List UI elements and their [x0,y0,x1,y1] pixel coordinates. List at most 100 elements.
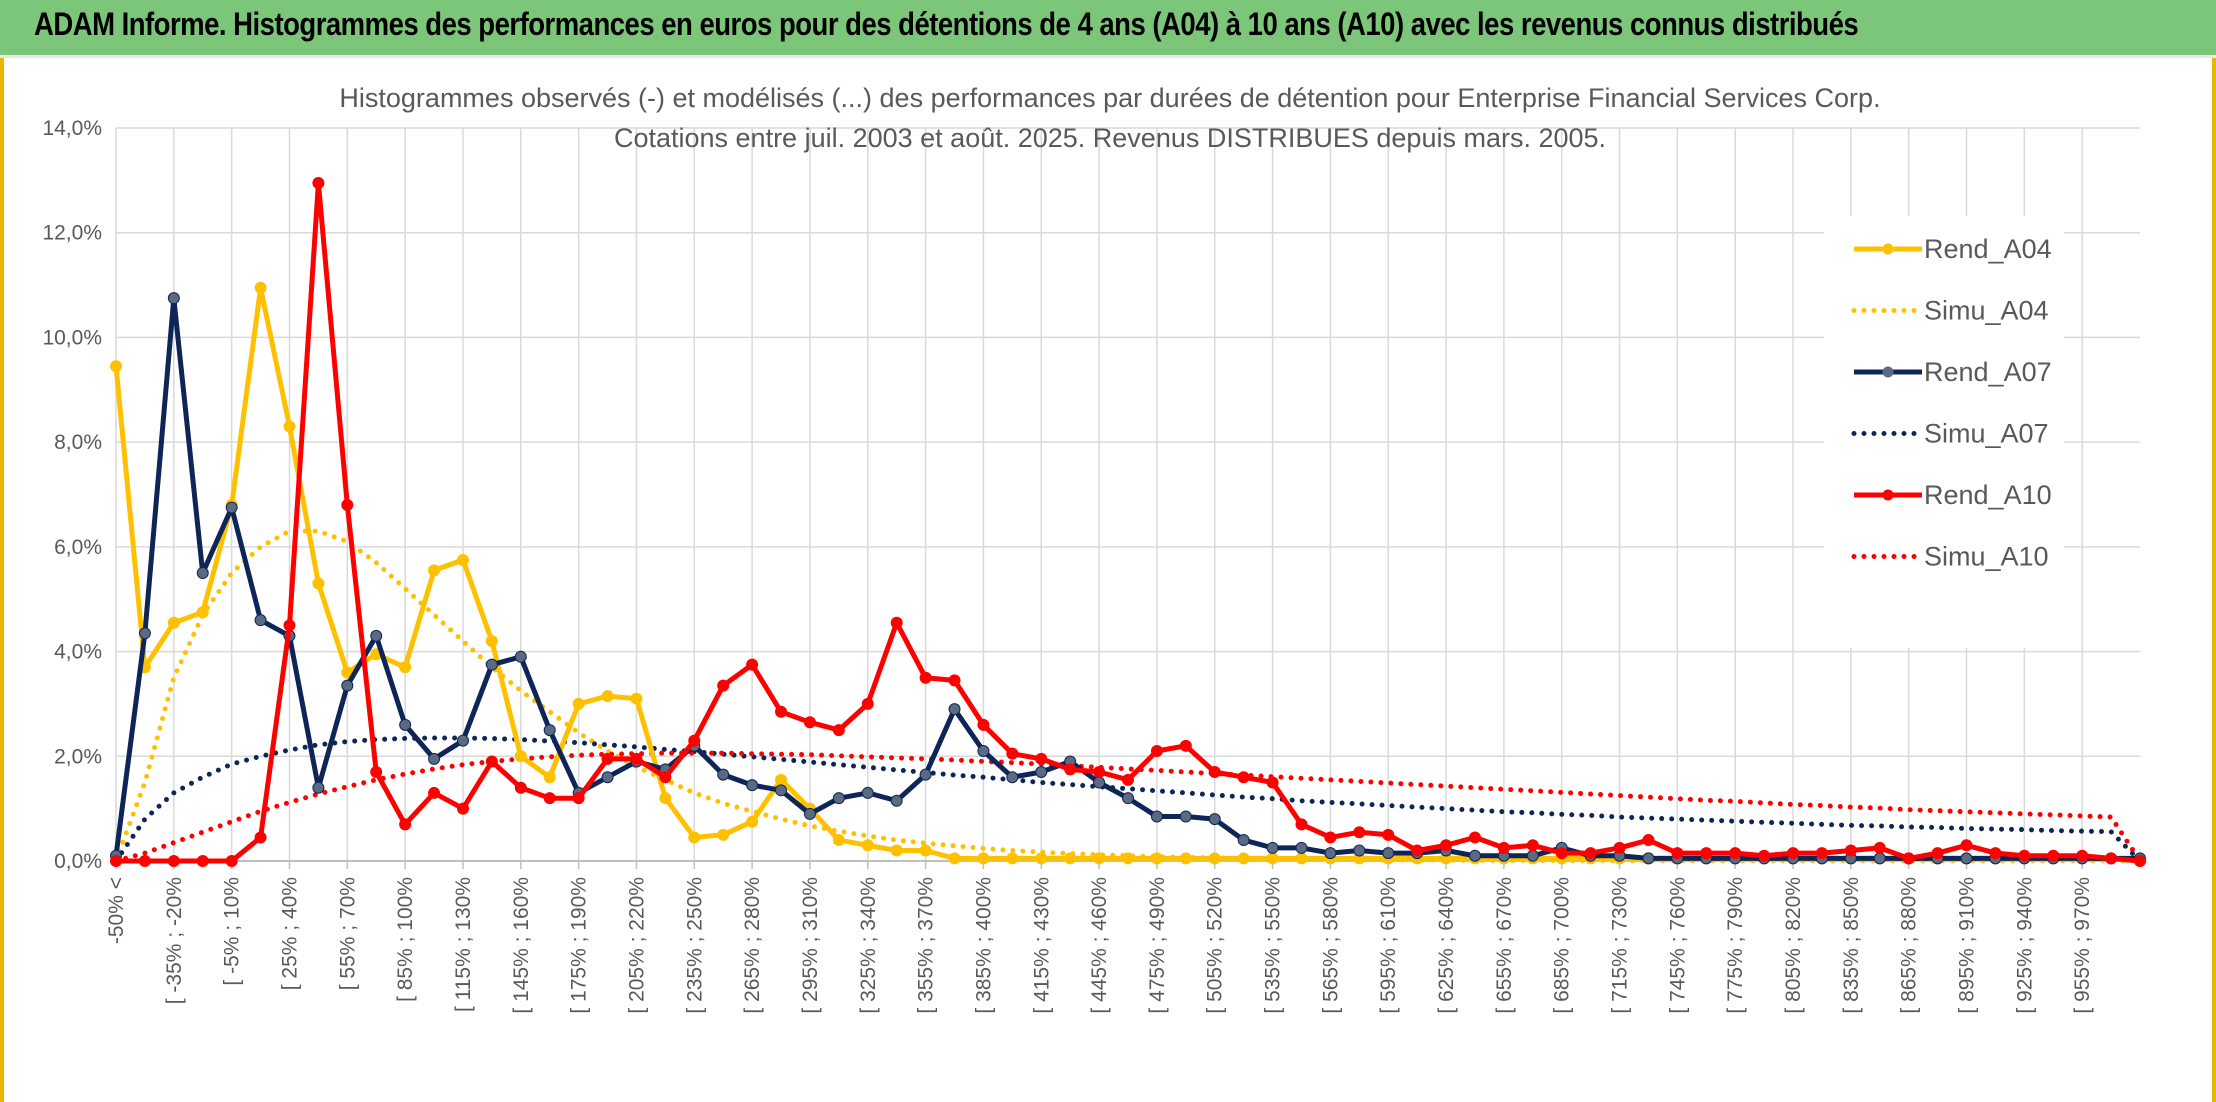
rend-a10-point [572,792,585,805]
x-tick-label: [ 925% ; 940% [2013,877,2036,1014]
rend-a07-point [977,745,990,758]
x-tick-label: [ 235% ; 250% [683,877,706,1014]
x-tick-label: [ 535% ; 550% [1262,877,1285,1014]
x-tick-label: [ 895% ; 910% [1956,877,1979,1014]
rend-a10-point [1353,826,1366,839]
rend-a04-point [428,564,441,577]
simu-a10-legend-label: Simu_A10 [1924,542,2049,572]
rend-a10-point [1584,847,1597,860]
rend-a04-point [659,792,672,805]
rend-a10-point [196,855,209,867]
rend-a07-point [514,650,527,663]
x-tick-label: [ 685% ; 700% [1551,877,1574,1014]
x-tick-label: [ 775% ; 790% [1724,877,1747,1014]
y-tick-label: 14,0% [42,117,102,140]
rend-a10-point [948,674,961,687]
rend-a07-point [803,807,816,820]
rend-a10-legend-label: Rend_A10 [1924,480,2052,510]
rend-a04-point [1237,852,1250,865]
rend-a10-point [1468,831,1481,844]
rend-a04-point [746,815,759,828]
rend-a10-point [1497,841,1510,854]
rend-a07-point [1382,847,1395,860]
rend-a04-point [861,839,874,852]
x-tick-label: [ 655% ; 670% [1493,877,1516,1014]
rend-a04-point [456,553,469,566]
rend-a10-point [601,752,614,765]
x-tick-label: [ 175% ; 190% [568,877,591,1014]
rend-a04-point [514,750,527,763]
rend-a10-point [1989,847,2002,860]
rend-a10-point [1613,841,1626,854]
chart-frame: Histogrammes observés (-) et modélisés (… [0,58,2216,1102]
rend-a10-point [1555,847,1568,860]
x-tick-label: [ 505% ; 520% [1204,877,1227,1014]
rend-a10-point [399,818,412,831]
y-tick-label: 2,0% [54,745,102,768]
rend-a10-point [312,176,325,189]
rend-a10-point [543,792,556,805]
rend-a10-point [110,855,122,867]
rend-a07-point [1035,765,1048,778]
rend-a10-point [1208,765,1221,778]
rend-a10-point [1787,847,1800,860]
rend-a10-point [1006,747,1019,760]
rend-a10-point [514,781,527,794]
rend-a04-point [630,692,643,705]
rend-a04-point [601,690,614,703]
rend-a10-point [1122,773,1134,786]
chart-subtitle: Cotations entre juil. 2003 et août. 2025… [614,123,1606,153]
rend-a10-point [1382,828,1395,841]
rend-a07-point [1468,849,1481,862]
rend-a10-point [659,771,672,784]
x-tick-label: [ 295% ; 310% [799,877,822,1014]
x-tick-label: [ 955% ; 970% [2071,877,2094,1014]
rend-a10-point [1295,818,1308,831]
rend-a04-point [254,281,267,294]
simu-a10-line [113,750,2143,864]
rend-a10-point [1700,847,1713,860]
rend-a10-point [775,705,788,718]
x-tick-label: [ 415% ; 430% [1030,877,1053,1014]
x-tick-label: [ 565% ; 580% [1319,877,1342,1014]
x-tick-label: [ 55% ; 70% [336,877,359,990]
rend-a10-point [832,724,845,737]
y-tick-label: 8,0% [54,431,102,454]
rend-a07-point [370,629,383,642]
rend-a07-point [1960,852,1973,865]
rend-a07-point [775,784,788,797]
rend-a07-point [1006,771,1019,784]
rend-a07-point [341,679,354,692]
rend-a07-legend-marker [1882,366,1894,378]
rend-a07-point [428,752,441,765]
simu-a04-legend-label: Simu_A04 [1924,296,2049,326]
x-tick-label: [ 805% ; 820% [1782,877,1805,1014]
y-tick-label: 10,0% [42,326,102,349]
rend-a10-point [1873,841,1886,854]
rend-a04-point [832,834,845,847]
x-tick-label: [ 325% ; 340% [857,877,880,1014]
rend-a10-point [485,755,498,768]
rend-a04-point [1064,852,1077,865]
rend-a10-point [1931,847,1944,860]
rend-a07-point [456,734,469,747]
y-tick-label: 12,0% [42,222,102,245]
report-banner: ADAM Informe. Histogrammes des performan… [0,0,2216,58]
rend-a04-point [717,828,730,841]
rend-a04-point [890,844,903,857]
rend-a04-point [1035,852,1048,865]
rend-a10-point [1440,839,1453,852]
rend-a10-point [370,765,383,778]
rend-a10-point [1902,852,1915,865]
rend-a10-point [1266,776,1279,789]
rend-a10-point [1411,844,1424,857]
rend-a07-point [1093,776,1106,789]
rend-a07-point [1179,810,1192,823]
rend-a07-point [1873,852,1886,865]
rend-a04-point [1266,852,1279,865]
rend-a10-point [341,498,354,511]
rend-a10-point [1064,763,1077,776]
chart: Histogrammes observés (-) et modélisés (… [42,83,2146,1014]
x-tick-label: -50% < [105,877,128,944]
rend-a10-point [254,831,267,844]
